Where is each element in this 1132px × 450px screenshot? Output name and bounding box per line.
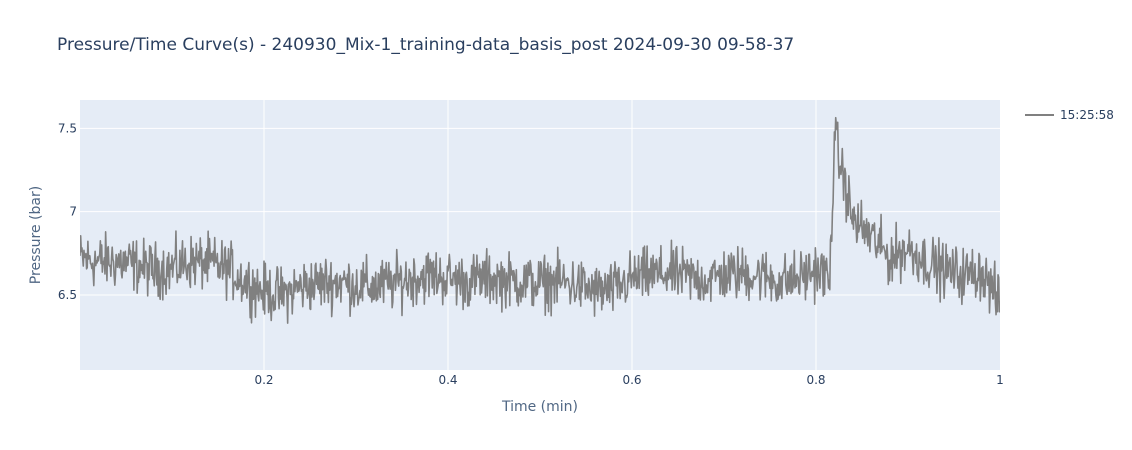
plot-area (80, 100, 1000, 370)
y-tick-label: 7.5 (58, 121, 77, 135)
x-tick-label: 0.6 (622, 373, 641, 387)
series-line[interactable] (80, 116, 1000, 324)
x-axis-label: Time (min) (501, 399, 578, 415)
x-tick-label: 0.4 (438, 373, 457, 387)
legend-label[interactable]: 15:25:58 (1060, 108, 1114, 122)
x-tick-label: 1 (996, 373, 1004, 387)
legend[interactable]: 15:25:58 (1025, 108, 1114, 122)
series-layer (80, 116, 1000, 324)
y-tick-label: 6.5 (58, 288, 77, 302)
x-tick-label: 0.2 (254, 373, 273, 387)
y-axis-label: Pressure (bar) (28, 186, 44, 284)
chart-title: Pressure/Time Curve(s) - 240930_Mix-1_tr… (57, 35, 794, 55)
y-tick-label: 7 (69, 205, 77, 219)
tick-labels: 0.2 0.4 0.6 0.8 1 6.5 7 7.5 (58, 121, 1004, 387)
x-tick-label: 0.8 (806, 373, 825, 387)
